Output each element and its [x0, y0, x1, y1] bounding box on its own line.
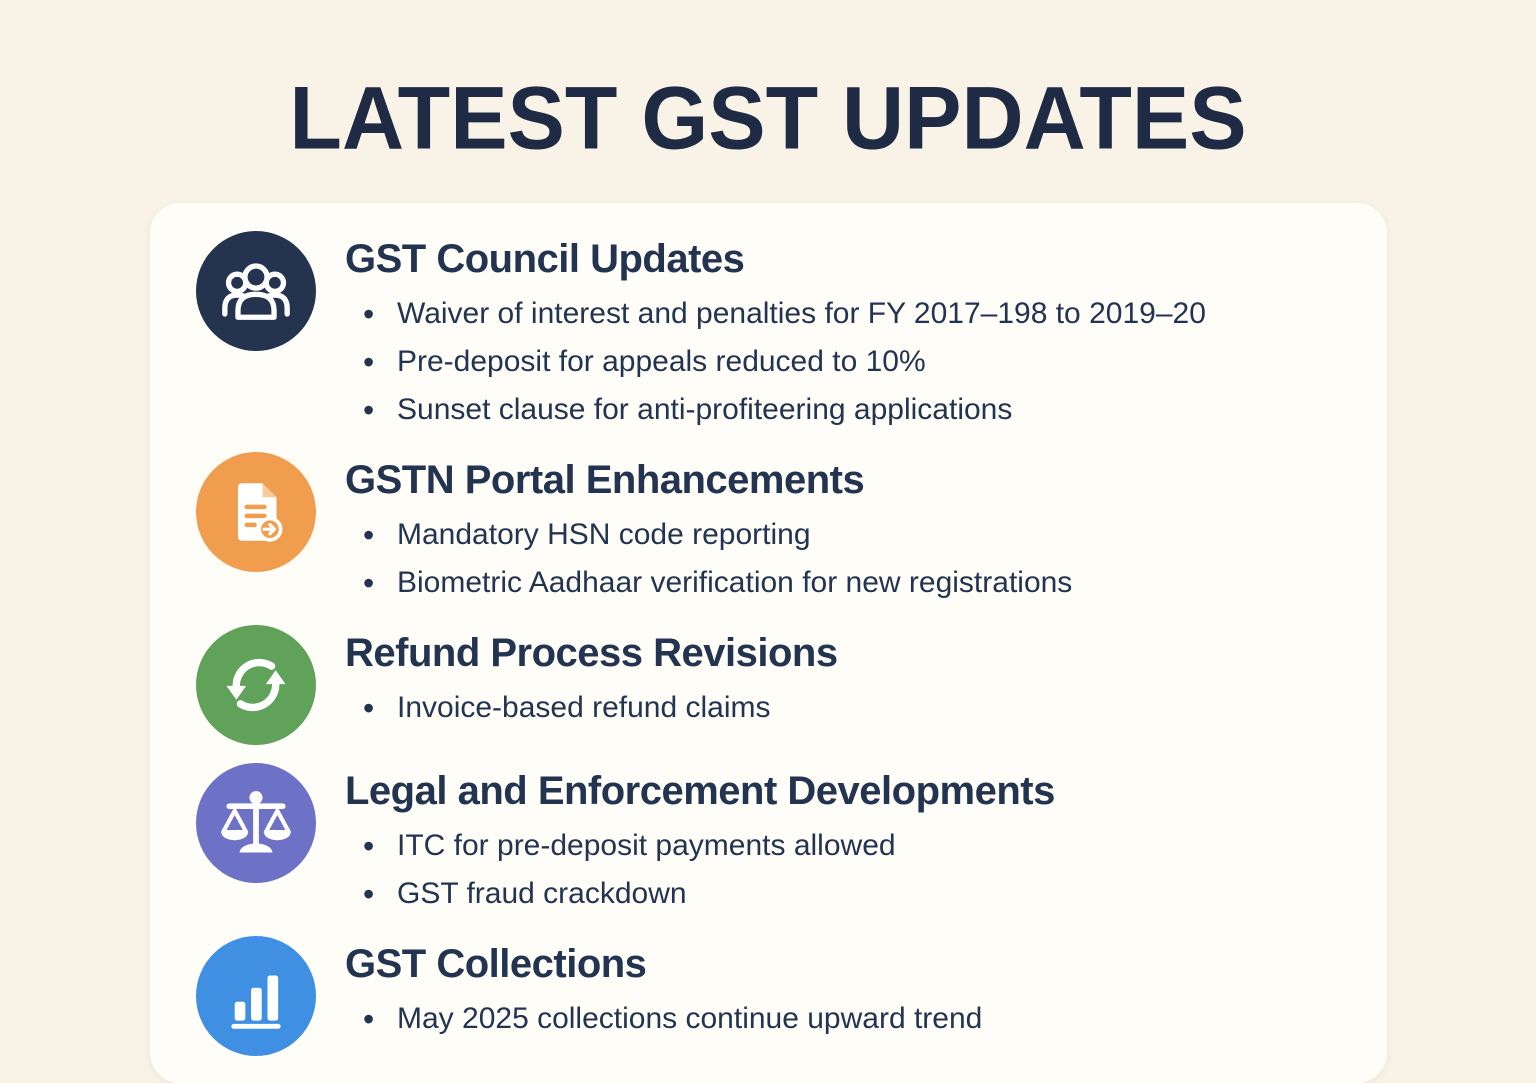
bullet-item: Sunset clause for anti-profiteering appl…: [363, 386, 1206, 434]
scales-icon-circle: [196, 763, 316, 883]
document-icon: [237, 483, 283, 542]
bullet-list: Mandatory HSN code reportingBiometric Aa…: [345, 511, 1072, 607]
update-section: GST Collections May 2025 collections con…: [196, 936, 1347, 1056]
bullet-list: ITC for pre-deposit payments allowedGST …: [345, 822, 1055, 918]
updates-card: GST Council Updates Waiver of interest a…: [150, 203, 1387, 1083]
bullet-item: GST fraud crackdown: [363, 870, 1055, 918]
scales-icon: [221, 791, 291, 853]
page-title: LATEST GST UPDATES: [289, 68, 1247, 169]
section-heading: Refund Process Revisions: [345, 631, 838, 675]
bullet-item: Waiver of interest and penalties for FY …: [363, 290, 1206, 338]
sections: GST Council Updates Waiver of interest a…: [196, 231, 1347, 1056]
bar-chart-icon: [231, 975, 281, 1029]
update-section: GST Council Updates Waiver of interest a…: [196, 231, 1347, 434]
update-section: Refund Process Revisions Invoice-based r…: [196, 625, 1347, 745]
people-group-icon-circle: [196, 231, 316, 351]
document-icon-circle: [196, 452, 316, 572]
section-heading: GST Collections: [345, 942, 647, 986]
refresh-icon: [226, 658, 286, 712]
bullet-item: May 2025 collections continue upward tre…: [363, 995, 982, 1043]
bullet-item: Biometric Aadhaar verification for new r…: [363, 559, 1072, 607]
bullet-list: May 2025 collections continue upward tre…: [345, 995, 982, 1043]
bullet-list: Waiver of interest and penalties for FY …: [345, 290, 1206, 434]
bullet-item: Mandatory HSN code reporting: [363, 511, 1072, 559]
bullet-item: ITC for pre-deposit payments allowed: [363, 822, 1055, 870]
section-heading: Legal and Enforcement Developments: [345, 769, 1055, 813]
bar-chart-icon-circle: [196, 936, 316, 1056]
bullet-item: Pre-deposit for appeals reduced to 10%: [363, 338, 1206, 386]
update-section: Legal and Enforcement Developments ITC f…: [196, 763, 1347, 918]
refresh-icon-circle: [196, 625, 316, 745]
people-group-icon: [222, 263, 290, 320]
section-heading: GST Council Updates: [345, 237, 745, 281]
bullet-list: Invoice-based refund claims: [345, 684, 838, 732]
update-section: GSTN Portal Enhancements Mandatory HSN c…: [196, 452, 1347, 607]
bullet-item: Invoice-based refund claims: [363, 684, 838, 732]
section-heading: GSTN Portal Enhancements: [345, 458, 865, 502]
